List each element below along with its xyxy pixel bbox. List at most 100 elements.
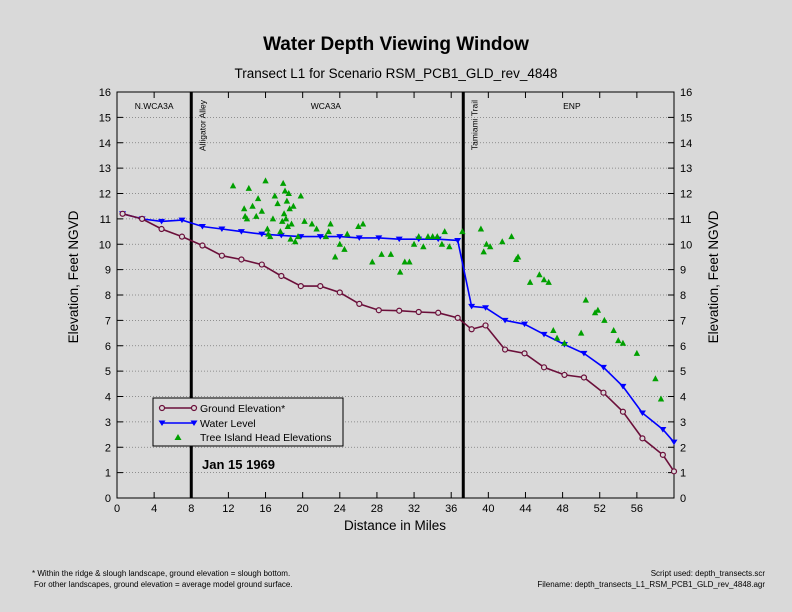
y-tick-label-left: 5 [105,366,111,378]
legend: Ground Elevation* Water Level Tree Islan… [152,397,344,447]
ground-elevation-point [158,225,165,233]
tree-island-point [441,228,448,235]
region-label: WCA3A [311,101,342,111]
y-tick-label-left: 6 [105,341,111,353]
y-tick-label-right: 13 [680,163,692,175]
tree-island-point [282,215,290,222]
y-tick-label-left: 0 [105,493,111,505]
y-tick-label-left: 8 [105,290,111,302]
ground-elevation-point [619,408,627,415]
tree-island-point [249,202,256,209]
x-tick-label: 36 [445,503,457,515]
tree-island-point [266,233,274,240]
water-level-point [638,410,646,416]
water-level-point [521,321,529,328]
tree-island-point [286,205,293,212]
tree-island-point [327,220,334,227]
tree-island-point [657,395,665,402]
y-tick-label-right: 7 [680,315,686,327]
ground-elevation-point [199,242,206,249]
legend-ground-marker-right [190,404,198,412]
chart-title: Water Depth Viewing Window [263,34,529,55]
tree-island-point [284,222,292,229]
tree-island-point [483,240,490,247]
ground-elevation-point [218,252,226,259]
y-tick-label-left: 14 [99,138,111,150]
legend-tree-label: Tree Island Head Elevations [200,432,332,444]
x-tick-label: 4 [151,503,157,515]
water-level-point [355,235,363,241]
tree-island-point [459,228,466,235]
ground-elevation-point [540,364,548,371]
tree-island-point [297,192,305,199]
y-tick-label-right: 2 [680,442,686,454]
tree-island-point [331,253,339,260]
y-tick-label-right: 3 [680,417,686,429]
tree-island-point [355,222,362,229]
tree-island-point [415,233,422,240]
tree-island-point [245,184,253,191]
tree-island-point [561,339,568,346]
tree-island-point [387,250,395,257]
tree-island-point [262,177,269,184]
chart-subtitle: Transect L1 for Scenario RSM_PCB1_GLD_re… [235,66,558,81]
legend-ground-label: Ground Elevation* [200,403,285,415]
tree-island-point [271,192,279,199]
tree-island-point [514,253,522,260]
tree-island-point [336,240,343,247]
y-tick-label-right: 1 [680,468,686,480]
y-tick-label-right: 0 [680,493,686,505]
ground-elevation-point [336,289,343,296]
water-level-point [454,237,462,244]
legend-ground-marker-left [158,404,166,412]
ground-elevation-point [278,272,285,280]
ground-elevation-point [415,308,422,316]
legend-box [152,397,344,447]
date-label: Jan 15 1969 [202,457,275,472]
tree-island-point [410,240,418,247]
water-level-point [336,234,344,240]
tree-island-point [540,276,548,283]
water-level-point [258,231,266,238]
x-tick-label: 20 [297,503,309,515]
tree-island-point [499,238,506,245]
y-tick-label-right: 11 [680,214,691,226]
region-label: ENP [563,101,581,111]
y-tick-label-right: 15 [680,112,692,124]
tree-island-point [424,233,432,240]
ground-elevation-point [482,322,489,329]
y-tick-label-right: 10 [680,239,692,251]
tree-island-point [240,205,248,212]
y-tick-label-left: 11 [100,214,111,226]
tree-island-point [619,339,627,346]
tree-island-point [633,349,641,356]
tree-island-point [292,238,299,245]
y-tick-label-right: 5 [680,366,686,378]
tree-island-point [550,327,557,334]
tree-island-point [283,197,291,204]
ground-elevation-point [238,256,245,263]
tree-island-point [279,179,287,186]
tree-island-point [396,268,404,275]
boundary-label: Alligator Alley [197,99,207,151]
water-level-point [237,229,245,235]
legend-water-label: Water Level [200,418,256,430]
y-tick-label-left: 1 [105,468,111,480]
tree-island-point [594,306,602,313]
tree-island-point [486,243,494,250]
y-tick-label-right: 12 [680,189,692,201]
y-axis-label-right: Elevation, Feet NGVD [706,210,721,343]
y-tick-label-right: 16 [680,87,692,99]
x-axis-label: Distance in Miles [344,518,446,533]
tree-island-point [254,195,262,202]
tree-island-point [536,271,543,278]
ground-elevation-point [435,309,442,316]
tree-island-point [288,220,295,227]
tree-island-point [406,258,413,265]
ground-elevation-point [600,389,607,396]
footnote-left-1: * Within the ridge & slough landscape, g… [32,569,290,578]
water-level-point [316,234,324,240]
tree-island-point [243,215,251,222]
footnote-right-1: Script used: depth_transects.scr [651,569,766,578]
